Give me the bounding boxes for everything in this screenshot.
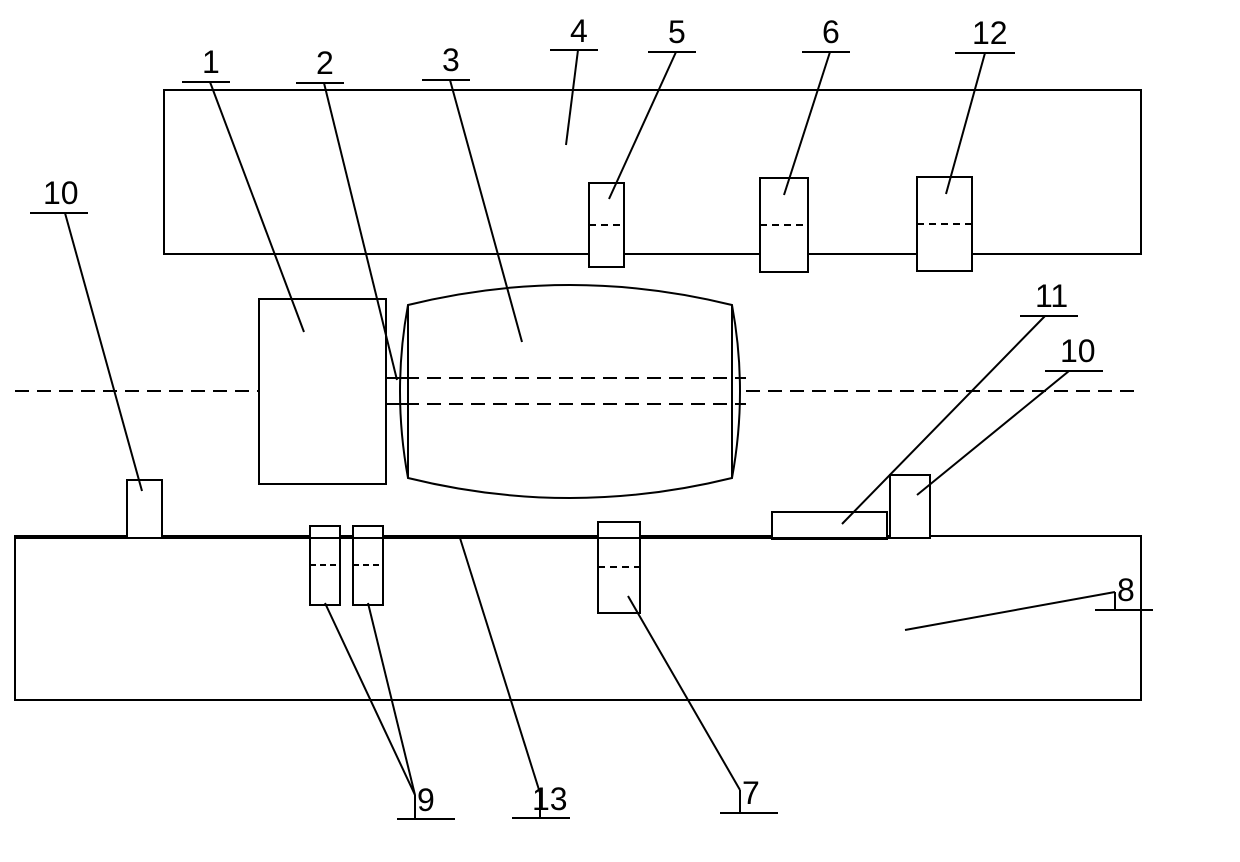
leader-10l xyxy=(65,213,142,491)
leader-5 xyxy=(609,52,676,199)
label-9: 9 xyxy=(417,782,435,819)
barrel-shape xyxy=(408,285,732,498)
leader-3 xyxy=(450,80,522,342)
rect-10-left xyxy=(127,480,162,538)
label-10-left: 10 xyxy=(43,175,79,212)
label-11: 11 xyxy=(1035,278,1068,315)
leader-1 xyxy=(210,82,304,332)
leader-4 xyxy=(566,50,578,145)
leader-2 xyxy=(324,83,397,380)
leader-11 xyxy=(842,316,1045,524)
label-10-right: 10 xyxy=(1060,333,1096,370)
label-1: 1 xyxy=(202,44,220,81)
upper-rect xyxy=(164,90,1141,254)
rect-11 xyxy=(772,512,887,539)
label-4: 4 xyxy=(570,13,588,50)
label-2: 2 xyxy=(316,45,334,82)
label-5: 5 xyxy=(668,14,686,51)
label-7: 7 xyxy=(742,775,760,812)
label-3: 3 xyxy=(442,42,460,79)
leader-10r xyxy=(917,371,1069,495)
label-8: 8 xyxy=(1117,572,1135,609)
leader-8 xyxy=(905,592,1115,630)
label-6: 6 xyxy=(822,14,840,51)
label-13: 13 xyxy=(532,781,568,818)
leader-13 xyxy=(460,538,540,793)
barrel-right xyxy=(732,305,740,478)
diagram-svg xyxy=(0,0,1240,862)
label-12: 12 xyxy=(972,15,1008,52)
barrel-left xyxy=(400,305,408,478)
box-left xyxy=(259,299,386,484)
leader-12 xyxy=(946,53,985,194)
rect-10-right xyxy=(890,475,930,538)
leader-7 xyxy=(628,596,740,790)
leader-6 xyxy=(784,52,830,195)
